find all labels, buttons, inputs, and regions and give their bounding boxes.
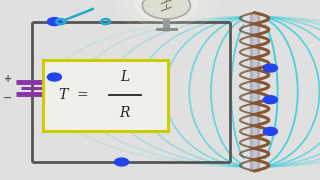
Circle shape — [125, 0, 208, 27]
Circle shape — [115, 158, 129, 166]
Circle shape — [263, 64, 277, 72]
Circle shape — [47, 18, 61, 26]
Circle shape — [115, 0, 218, 32]
Text: R: R — [120, 106, 130, 120]
Circle shape — [263, 96, 277, 104]
Text: L: L — [120, 70, 129, 84]
Text: +: + — [4, 74, 12, 84]
Bar — [250, 13, 259, 171]
Circle shape — [47, 73, 61, 81]
FancyBboxPatch shape — [43, 60, 168, 130]
Circle shape — [142, 0, 190, 19]
Circle shape — [263, 127, 277, 135]
Bar — [253, 13, 256, 171]
Text: T  =: T = — [59, 88, 88, 102]
Text: −: − — [3, 93, 13, 103]
Circle shape — [134, 0, 198, 22]
